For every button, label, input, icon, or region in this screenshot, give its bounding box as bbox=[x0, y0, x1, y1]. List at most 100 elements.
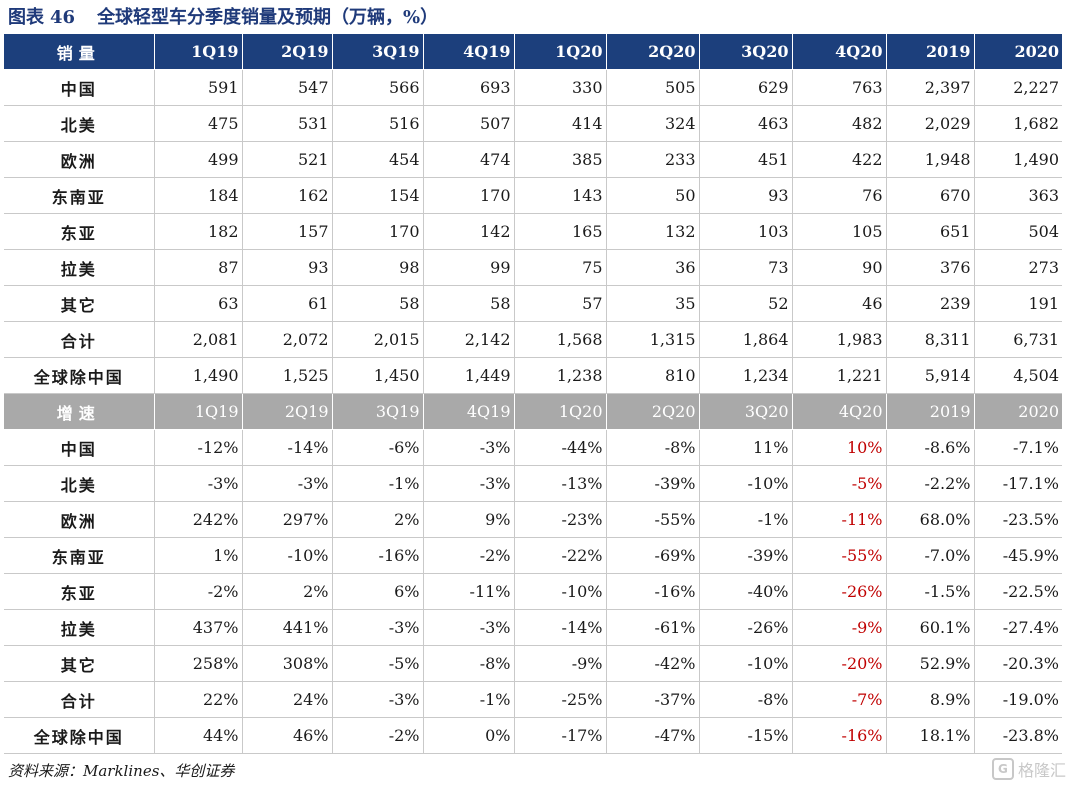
table-cell: -10% bbox=[699, 645, 793, 682]
table-cell: -17.1% bbox=[974, 465, 1062, 502]
table-cell: -37% bbox=[606, 681, 700, 718]
table-cell: 154 bbox=[332, 177, 424, 214]
region-label: 中国 bbox=[4, 429, 155, 466]
region-label: 拉美 bbox=[4, 249, 155, 286]
table-cell: 105 bbox=[792, 213, 887, 250]
table-cell: 233 bbox=[606, 141, 700, 178]
sales-table: 销量 1Q19 2Q19 3Q19 4Q19 1Q20 2Q20 3Q20 4Q20 2019 20… bbox=[4, 34, 1062, 754]
table-row: 欧洲 499 521 454 474 385 233 451 422 1,948 1,490 bbox=[4, 141, 1062, 178]
region-label: 东亚 bbox=[4, 213, 155, 250]
table-cell: 11% bbox=[699, 429, 793, 466]
table-cell: -1% bbox=[332, 465, 424, 502]
table-cell: 507 bbox=[423, 105, 515, 142]
table-cell: 242% bbox=[154, 501, 243, 538]
table-cell: 61 bbox=[242, 285, 333, 322]
column-header: 4Q20 bbox=[792, 34, 887, 70]
region-label: 欧洲 bbox=[4, 141, 155, 178]
table-cell: 239 bbox=[886, 285, 975, 322]
table-cell: -12% bbox=[154, 429, 243, 466]
column-header: 2019 bbox=[886, 34, 975, 70]
table-cell: -23% bbox=[514, 501, 607, 538]
table-row: 拉美 87 93 98 99 75 36 73 90 376 273 bbox=[4, 249, 1062, 286]
table-cell: -3% bbox=[332, 681, 424, 718]
table-cell: 6,731 bbox=[974, 321, 1062, 358]
table-cell: -3% bbox=[332, 609, 424, 646]
table-cell: 505 bbox=[606, 69, 700, 106]
table-cell: -25% bbox=[514, 681, 607, 718]
table-row: 北美 -3% -3% -1% -3% -13% -39% -10% -5% -2.2% -17.1% bbox=[4, 465, 1062, 502]
table-cell: -2.2% bbox=[886, 465, 975, 502]
table-cell: -8.6% bbox=[886, 429, 975, 466]
table-cell: 474 bbox=[423, 141, 515, 178]
table-cell: -40% bbox=[699, 573, 793, 610]
sales-header-label: 销量 bbox=[4, 34, 155, 70]
table-cell: -15% bbox=[699, 717, 793, 754]
table-cell: 463 bbox=[699, 105, 793, 142]
table-cell: -39% bbox=[699, 537, 793, 574]
table-cell: 1,525 bbox=[242, 357, 333, 394]
table-row: 中国 591 547 566 693 330 505 629 763 2,397 2,227 bbox=[4, 69, 1062, 106]
table-cell: 52.9% bbox=[886, 645, 975, 682]
table-cell: -16% bbox=[792, 717, 887, 754]
table-cell: 504 bbox=[974, 213, 1062, 250]
table-cell: 132 bbox=[606, 213, 700, 250]
table-cell: 499 bbox=[154, 141, 243, 178]
table-cell: -22.5% bbox=[974, 573, 1062, 610]
table-cell: -44% bbox=[514, 429, 607, 466]
table-cell: -47% bbox=[606, 717, 700, 754]
table-cell: -2% bbox=[423, 537, 515, 574]
column-header: 4Q19 bbox=[423, 393, 515, 430]
column-header: 1Q20 bbox=[514, 393, 607, 430]
table-cell: 10% bbox=[792, 429, 887, 466]
table-cell: 18.1% bbox=[886, 717, 975, 754]
table-cell: 170 bbox=[423, 177, 515, 214]
table-cell: 191 bbox=[974, 285, 1062, 322]
table-cell: 87 bbox=[154, 249, 243, 286]
table-cell: 63 bbox=[154, 285, 243, 322]
table-row: 中国 -12% -14% -6% -3% -44% -8% 11% 10% -8.6% -7.1% bbox=[4, 429, 1062, 466]
table-row: 欧洲 242% 297% 2% 9% -23% -55% -1% -11% 68.0% -23.5% bbox=[4, 501, 1062, 538]
table-cell: -69% bbox=[606, 537, 700, 574]
column-header: 1Q19 bbox=[154, 34, 243, 70]
table-cell: -8% bbox=[606, 429, 700, 466]
table-cell: 2,142 bbox=[423, 321, 515, 358]
table-cell: 693 bbox=[423, 69, 515, 106]
g-logo-icon: G bbox=[991, 758, 1014, 780]
table-cell: 165 bbox=[514, 213, 607, 250]
table-cell: 566 bbox=[332, 69, 424, 106]
table-cell: 35 bbox=[606, 285, 700, 322]
table-cell: -10% bbox=[514, 573, 607, 610]
table-cell: -3% bbox=[423, 429, 515, 466]
table-cell: 516 bbox=[332, 105, 424, 142]
table-cell: -20.3% bbox=[974, 645, 1062, 682]
table-cell: 297% bbox=[242, 501, 333, 538]
table-cell: 52 bbox=[699, 285, 793, 322]
table-cell: 90 bbox=[792, 249, 887, 286]
table-cell: 1,490 bbox=[974, 141, 1062, 178]
table-cell: 308% bbox=[242, 645, 333, 682]
table-row: 合计 22% 24% -3% -1% -25% -37% -8% -7% 8.9% -19.0% bbox=[4, 681, 1062, 718]
table-row: 其它 258% 308% -5% -8% -9% -42% -10% -20% 52.9% -20.… bbox=[4, 645, 1062, 682]
table-cell: -14% bbox=[514, 609, 607, 646]
table-cell: -9% bbox=[514, 645, 607, 682]
table-cell: -11% bbox=[423, 573, 515, 610]
table-cell: -13% bbox=[514, 465, 607, 502]
table-cell: 330 bbox=[514, 69, 607, 106]
table-cell: 1,449 bbox=[423, 357, 515, 394]
table-row: 东亚 -2% 2% 6% -11% -10% -16% -40% -26% -1.5% -22.5% bbox=[4, 573, 1062, 610]
table-cell: -11% bbox=[792, 501, 887, 538]
table-cell: -55% bbox=[792, 537, 887, 574]
table-cell: -22% bbox=[514, 537, 607, 574]
table-cell: -1% bbox=[699, 501, 793, 538]
table-cell: 482 bbox=[792, 105, 887, 142]
table-cell: 60.1% bbox=[886, 609, 975, 646]
region-label: 东亚 bbox=[4, 573, 155, 610]
table-cell: -20% bbox=[792, 645, 887, 682]
table-cell: 2% bbox=[242, 573, 333, 610]
table-cell: -19.0% bbox=[974, 681, 1062, 718]
table-cell: 142 bbox=[423, 213, 515, 250]
figure-title-prefix: 图表 bbox=[8, 7, 44, 28]
table-cell: 1,238 bbox=[514, 357, 607, 394]
table-cell: 547 bbox=[242, 69, 333, 106]
table-cell: -5% bbox=[792, 465, 887, 502]
